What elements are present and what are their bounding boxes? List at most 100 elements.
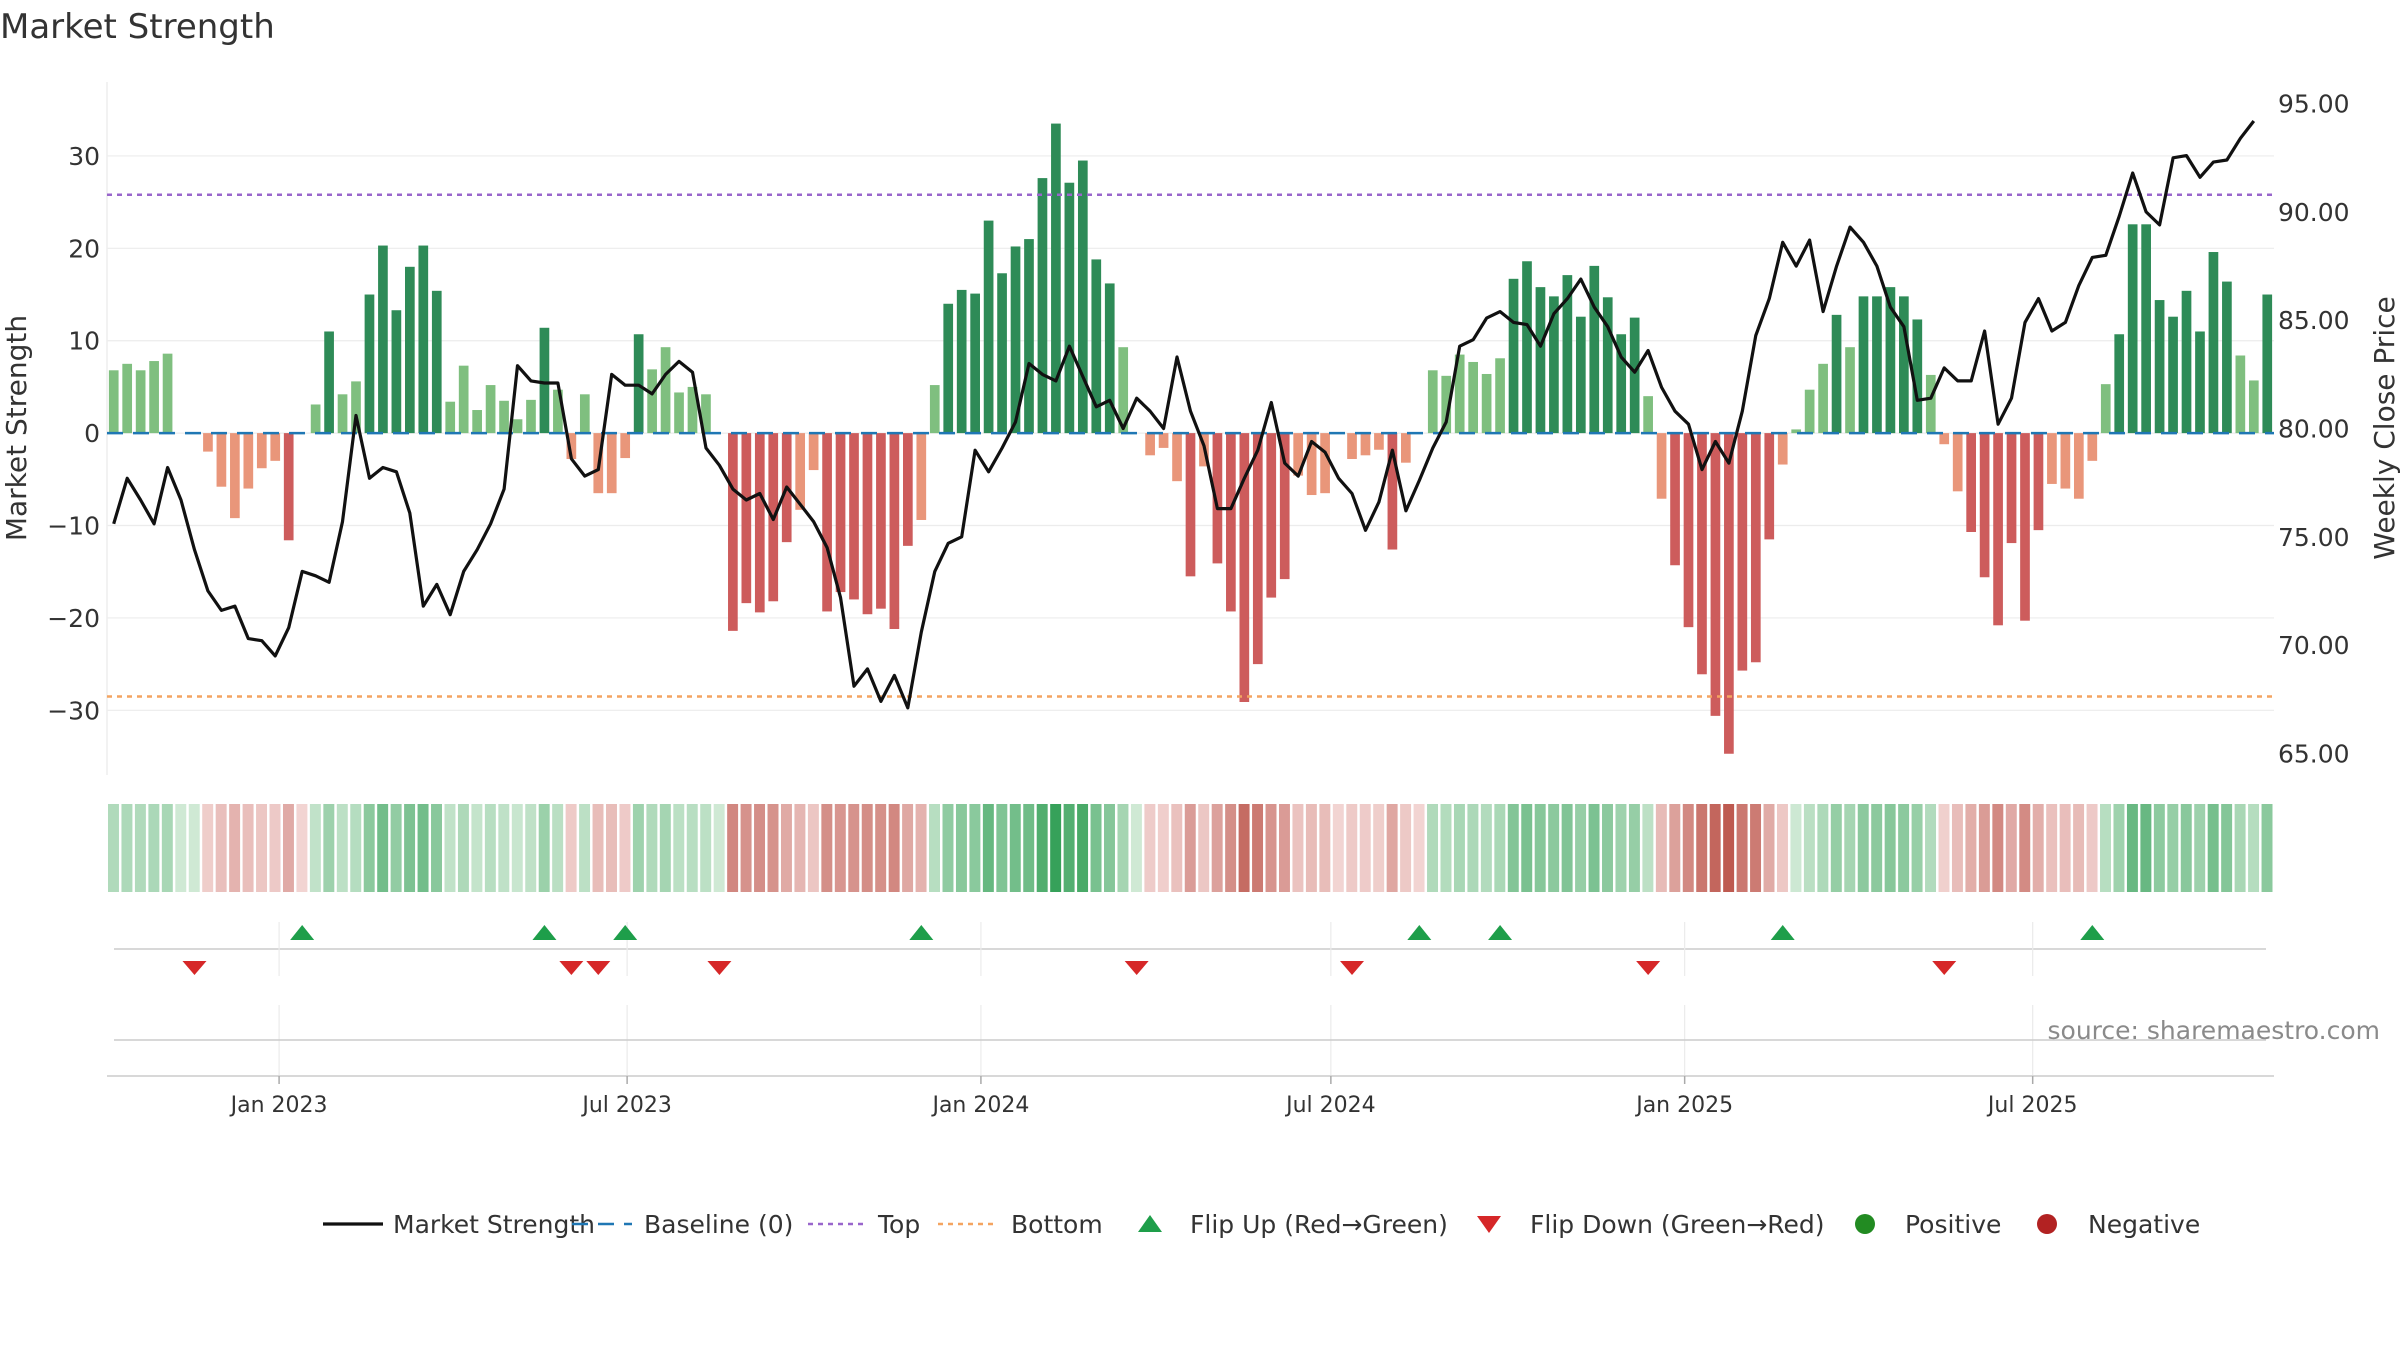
heat-cell (727, 804, 739, 892)
strength-bar (970, 293, 980, 434)
strength-bar (620, 433, 631, 459)
legend-circle-icon (1855, 1214, 1875, 1234)
heat-cell (377, 804, 389, 892)
heat-cell (2005, 804, 2017, 892)
heat-cell (1238, 804, 1250, 892)
strength-bar (526, 399, 536, 434)
flip-down-marker (586, 961, 611, 975)
flip-down-marker (1340, 961, 1365, 975)
strength-bar (203, 433, 213, 452)
strength-bar (687, 386, 698, 434)
y2-tick-label: 70.00 (2278, 631, 2350, 660)
strength-bar (553, 389, 563, 434)
strength-heat-strip (108, 804, 2273, 892)
heat-cell (457, 804, 469, 892)
heat-cell (1736, 804, 1748, 892)
legend-down-triangle-icon (1477, 1216, 1501, 1233)
flip-down-marker (1636, 961, 1661, 975)
strength-bar (1239, 433, 1250, 702)
legend-item: Flip Up (Red→Green) (1138, 1210, 1448, 1239)
x-axis: Jan 2023 Jul 2023 Jan 2024 Jul 2024 Jan 2025… (107, 1075, 2274, 1118)
y2-tick-label: 95.00 (2278, 90, 2350, 119)
strength-bar (1441, 375, 1452, 434)
heat-cell (2140, 804, 2152, 892)
strength-bar (674, 392, 684, 434)
heat-cell (1050, 804, 1062, 892)
strength-bar (216, 433, 227, 487)
strength-bar (2181, 290, 2192, 434)
heat-cell (955, 804, 967, 892)
strength-bar (660, 347, 671, 434)
heat-cell (1009, 804, 1021, 892)
x-tick-label: Jul 2024 (1284, 1093, 1376, 1118)
heat-cell (390, 804, 402, 892)
heat-cell (821, 804, 833, 892)
strength-bar (1629, 317, 1640, 434)
strength-bar (2222, 281, 2232, 434)
heat-cell (1911, 804, 1923, 892)
heat-cell (673, 804, 685, 892)
x-tick-label: Jan 2025 (1634, 1093, 1733, 1118)
x-tick-label: Jan 2024 (930, 1093, 1029, 1118)
y2-tick-label: 75.00 (2278, 523, 2350, 552)
heat-cell (188, 804, 200, 892)
strength-bar (1979, 433, 1990, 578)
heat-cell (1440, 804, 1452, 892)
heat-cell (996, 804, 1008, 892)
heat-cell (2167, 804, 2179, 892)
heat-cell (929, 804, 940, 892)
flip-up-marker (1488, 925, 1513, 940)
strength-bar (2127, 224, 2138, 434)
heat-cell (350, 804, 362, 892)
heat-cell (767, 804, 779, 892)
heat-cell (713, 804, 725, 892)
y-tick-label: −30 (47, 696, 100, 725)
strength-bar (162, 353, 173, 434)
strength-bar (1387, 433, 1398, 550)
strength-bar (983, 220, 994, 434)
strength-bar (1454, 354, 1465, 434)
heat-cell (1171, 804, 1183, 892)
heat-cell (1198, 804, 1210, 892)
strength-bar (1508, 278, 1519, 434)
strength-bar (1051, 123, 1061, 434)
weekly-close-line (112, 120, 2256, 710)
heat-cell (2180, 804, 2192, 892)
y-tick-label: 20 (68, 234, 100, 263)
heat-cell (942, 804, 954, 892)
strength-bar (1347, 433, 1357, 459)
flip-up-marker (613, 925, 638, 940)
strength-bar (351, 381, 361, 434)
strength-bar (1939, 433, 1950, 445)
heat-cell (108, 804, 119, 892)
strength-bar (1024, 239, 1034, 434)
strength-bar (1899, 296, 1909, 434)
legend-item: Negative (2037, 1210, 2200, 1239)
strength-bar (1401, 433, 1411, 463)
strength-bar (135, 370, 146, 434)
y-axis-label: Market Strength (0, 315, 33, 541)
strength-bar (2020, 433, 2030, 621)
strength-bar (862, 433, 873, 615)
strength-bar (1549, 296, 1559, 434)
heat-cell (2086, 804, 2098, 892)
strength-bar (378, 245, 388, 434)
heat-cell (902, 804, 914, 892)
strength-bar (2087, 433, 2098, 461)
strength-bars (108, 123, 2273, 754)
y2-tick-label: 65.00 (2278, 739, 2350, 768)
y2-tick-label: 90.00 (2278, 198, 2350, 227)
strength-bar (929, 385, 940, 434)
heat-cell (1184, 804, 1196, 892)
strength-bar (499, 400, 509, 434)
strength-bar (1293, 433, 1304, 476)
heat-cell (1077, 804, 1089, 892)
heat-cell (686, 804, 698, 892)
strength-bar (579, 394, 590, 434)
heat-cell (2234, 804, 2246, 892)
heat-cell (242, 804, 254, 892)
heat-cell (1898, 804, 1910, 892)
legend-label: Market Strength (393, 1210, 595, 1239)
strength-bar (283, 433, 294, 541)
strength-bar (418, 245, 429, 434)
